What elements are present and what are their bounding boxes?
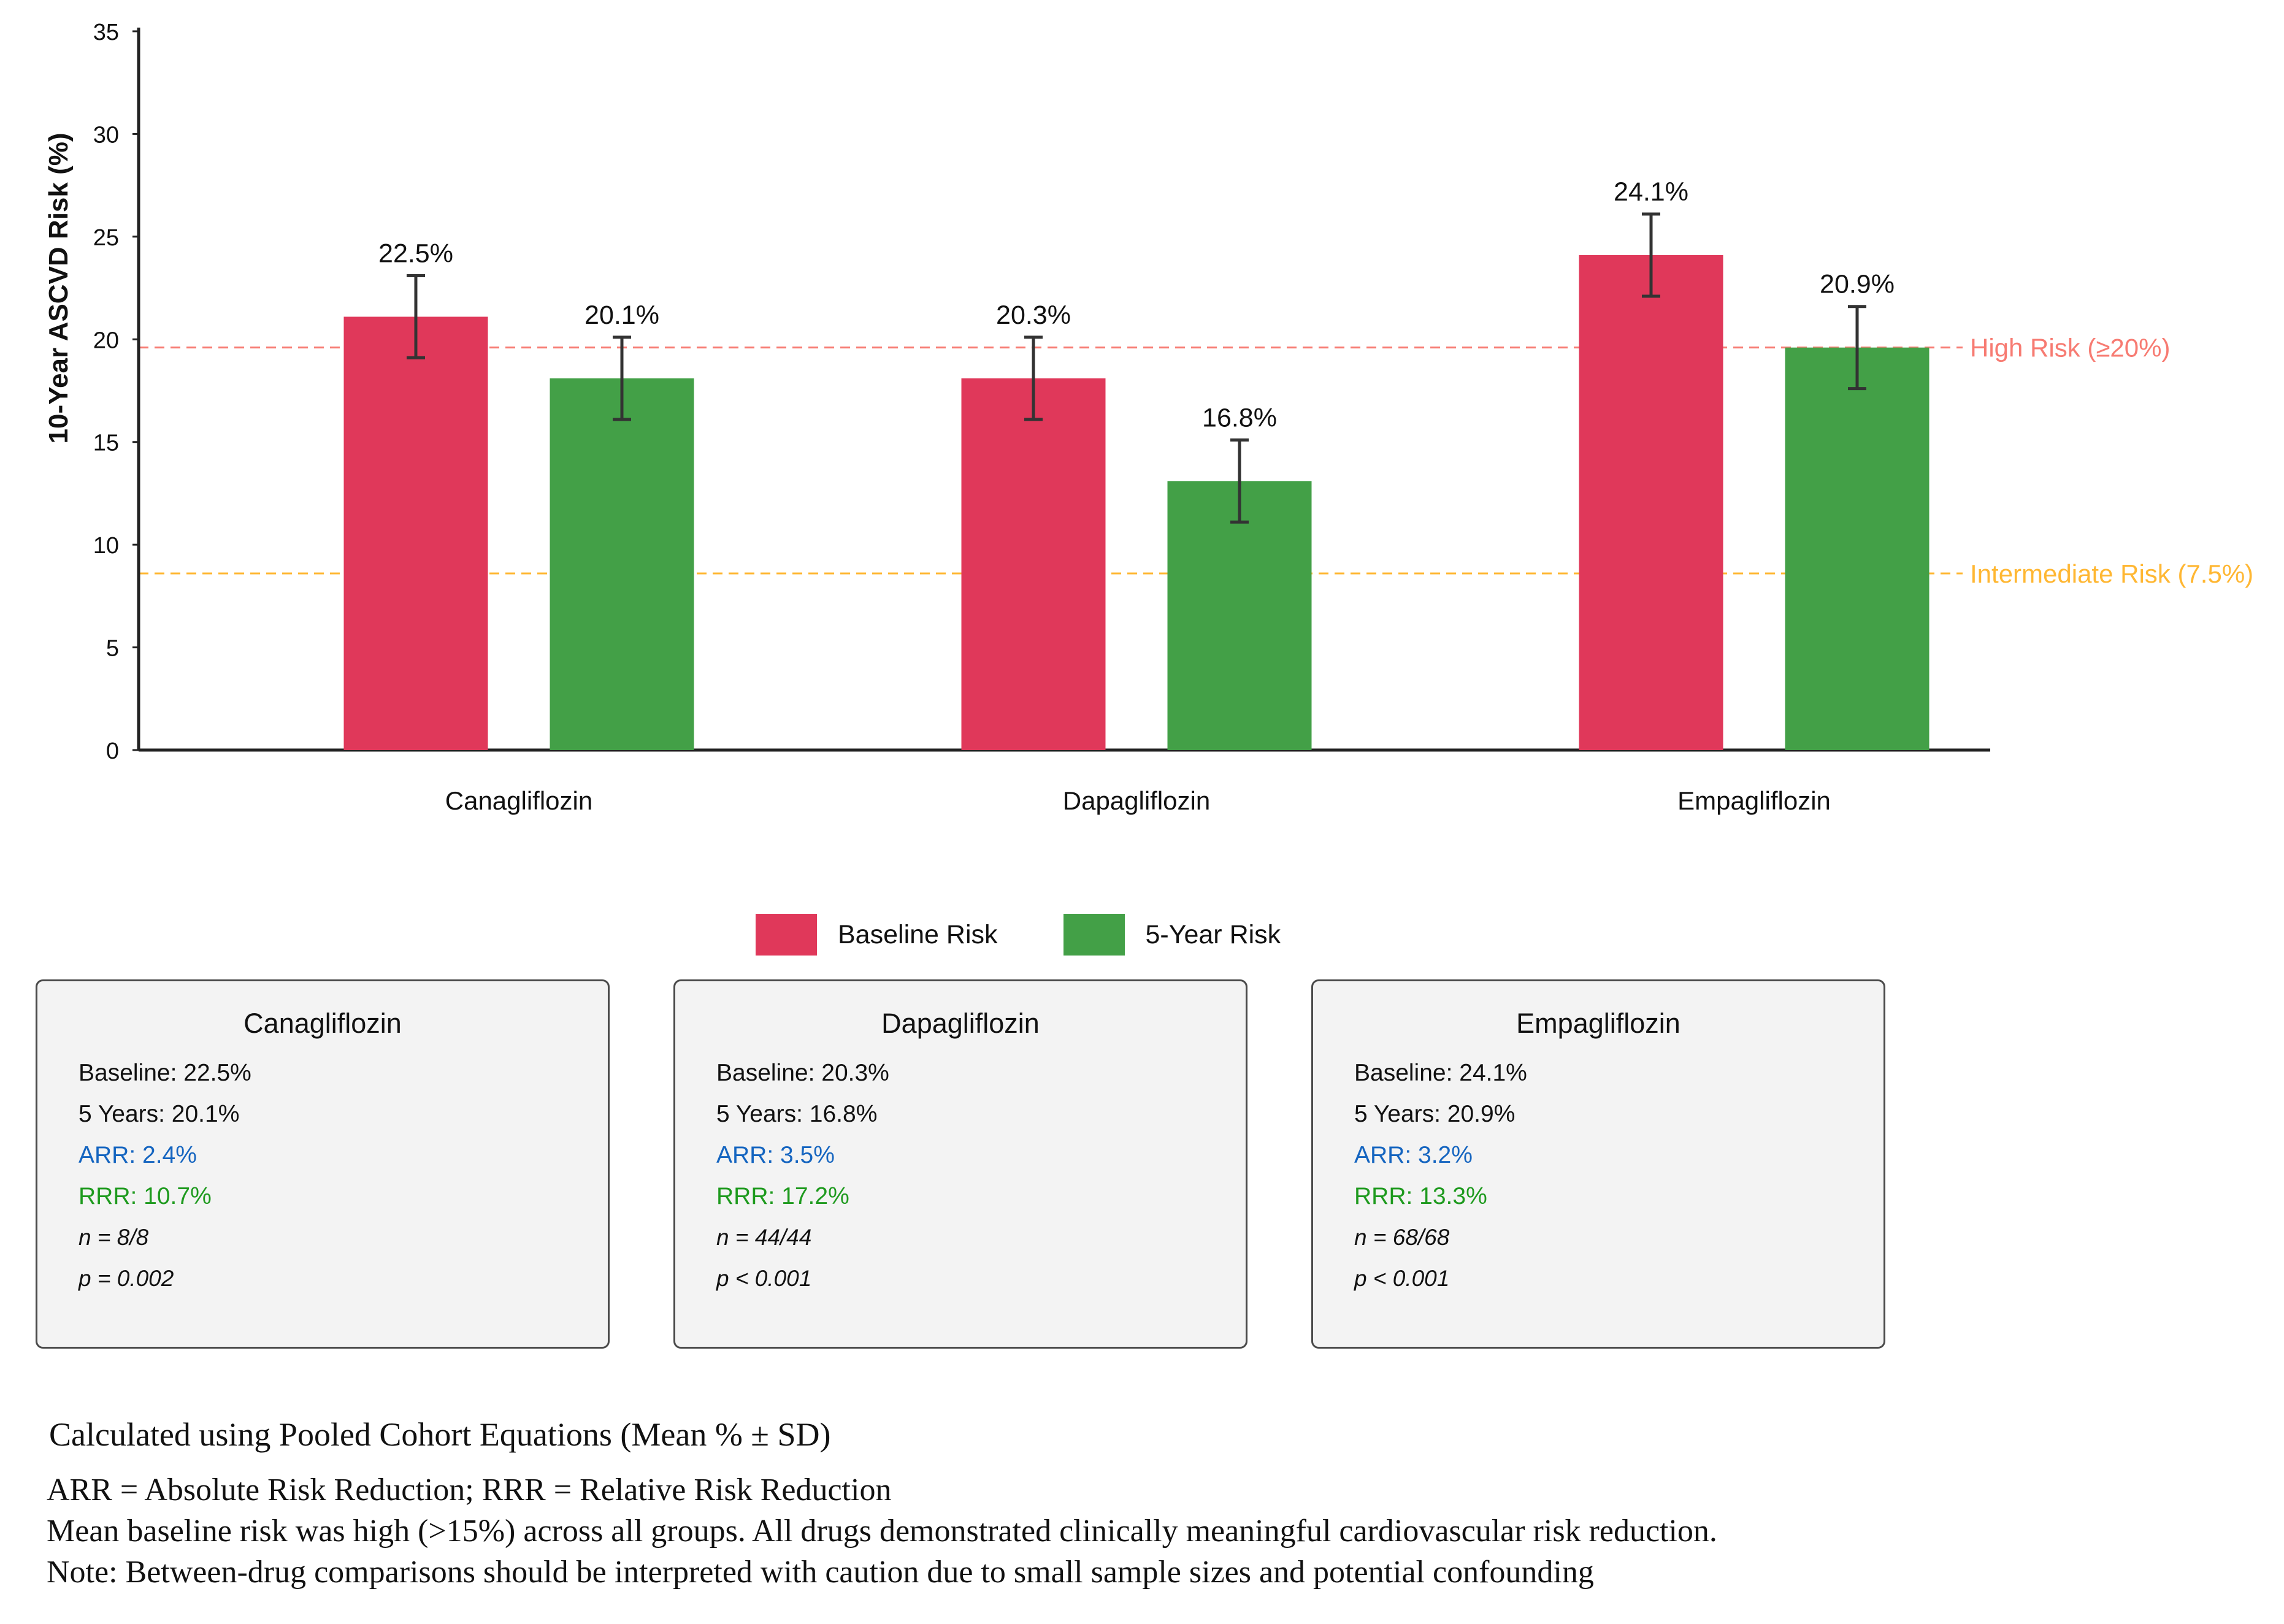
y-tick-label: 10 xyxy=(93,533,119,559)
bar-baseline xyxy=(961,378,1106,750)
legend-label-baseline: Baseline Risk xyxy=(838,919,998,949)
y-tick-label: 0 xyxy=(106,738,119,764)
caution-note: Note: Between-drug comparisons should be… xyxy=(47,1555,1594,1590)
legend: Baseline Risk 5-Year Risk xyxy=(756,914,1346,956)
box-rrr: RRR: 13.3% xyxy=(1354,1183,1487,1209)
box-arr: ARR: 3.5% xyxy=(716,1142,835,1168)
data-label: 16.8% xyxy=(1202,403,1277,432)
box-title: Canagliflozin xyxy=(243,1008,402,1039)
box-rrr: RRR: 17.2% xyxy=(716,1183,849,1209)
reference-label: High Risk (≥20%) xyxy=(1970,334,2170,362)
x-tick-label: Empagliflozin xyxy=(1677,786,1831,815)
box-baseline: Baseline: 22.5% xyxy=(79,1060,251,1086)
box-five-years: 5 Years: 16.8% xyxy=(716,1101,878,1127)
method-note: Calculated using Pooled Cohort Equations… xyxy=(49,1416,831,1453)
box-baseline: Baseline: 20.3% xyxy=(716,1060,889,1086)
y-tick-label: 20 xyxy=(93,327,119,353)
box-five-years: 5 Years: 20.9% xyxy=(1354,1101,1516,1127)
y-tick-label: 5 xyxy=(106,636,119,662)
box-rrr: RRR: 10.7% xyxy=(79,1183,212,1209)
y-tick-label: 30 xyxy=(93,122,119,148)
data-label: 20.3% xyxy=(996,301,1071,330)
x-tick-label: Canagliflozin xyxy=(445,786,592,815)
y-tick-label: 25 xyxy=(93,225,119,251)
box-arr: ARR: 2.4% xyxy=(79,1142,197,1168)
summary-box-empagliflozin: Empagliflozin Baseline: 24.1% 5 Years: 2… xyxy=(1311,979,1885,1349)
bar-five-year xyxy=(1785,347,1930,750)
y-axis-label: 10-Year ASCVD Risk (%) xyxy=(44,132,74,443)
bar-baseline xyxy=(1579,255,1723,751)
bar-chart: High Risk (≥20%) Intermediate Risk (7.5%)… xyxy=(44,20,2253,815)
box-baseline: Baseline: 24.1% xyxy=(1354,1060,1527,1086)
legend-swatch-baseline xyxy=(756,914,817,956)
summary-box-dapagliflozin: Dapagliflozin Baseline: 20.3% 5 Years: 1… xyxy=(673,979,1247,1349)
x-tick-label: Dapagliflozin xyxy=(1063,786,1210,815)
bar-five-year xyxy=(1167,481,1312,750)
box-n: n = 44/44 xyxy=(716,1225,812,1250)
finding-note: Mean baseline risk was high (>15%) acros… xyxy=(47,1514,1717,1549)
abbreviation-note: ARR = Absolute Risk Reduction; RRR = Rel… xyxy=(47,1473,892,1507)
box-five-years: 5 Years: 20.1% xyxy=(79,1101,240,1127)
y-tick-label: 15 xyxy=(93,431,119,456)
box-p: p < 0.001 xyxy=(1354,1266,1450,1291)
box-arr: ARR: 3.2% xyxy=(1354,1142,1473,1168)
summary-box-canagliflozin: Canagliflozin Baseline: 22.5% 5 Years: 2… xyxy=(36,979,610,1349)
box-p: p = 0.002 xyxy=(79,1266,174,1291)
legend-label-five-year: 5-Year Risk xyxy=(1145,919,1281,949)
bar-five-year xyxy=(550,378,694,750)
box-n: n = 68/68 xyxy=(1354,1225,1450,1250)
data-label: 24.1% xyxy=(1614,177,1688,207)
box-n: n = 8/8 xyxy=(79,1225,149,1250)
bar-baseline xyxy=(343,316,488,750)
data-label: 20.9% xyxy=(1820,270,1895,299)
box-p: p < 0.001 xyxy=(716,1266,812,1291)
data-label: 22.5% xyxy=(378,239,453,268)
y-tick-label: 35 xyxy=(93,20,119,45)
reference-label: Intermediate Risk (7.5%) xyxy=(1970,559,2253,588)
legend-item-baseline: Baseline Risk xyxy=(756,914,998,956)
box-title: Dapagliflozin xyxy=(881,1008,1040,1039)
legend-item-five-year: 5-Year Risk xyxy=(1063,914,1281,956)
data-label: 20.1% xyxy=(584,301,659,330)
box-title: Empagliflozin xyxy=(1516,1008,1680,1039)
legend-swatch-five-year xyxy=(1063,914,1125,956)
